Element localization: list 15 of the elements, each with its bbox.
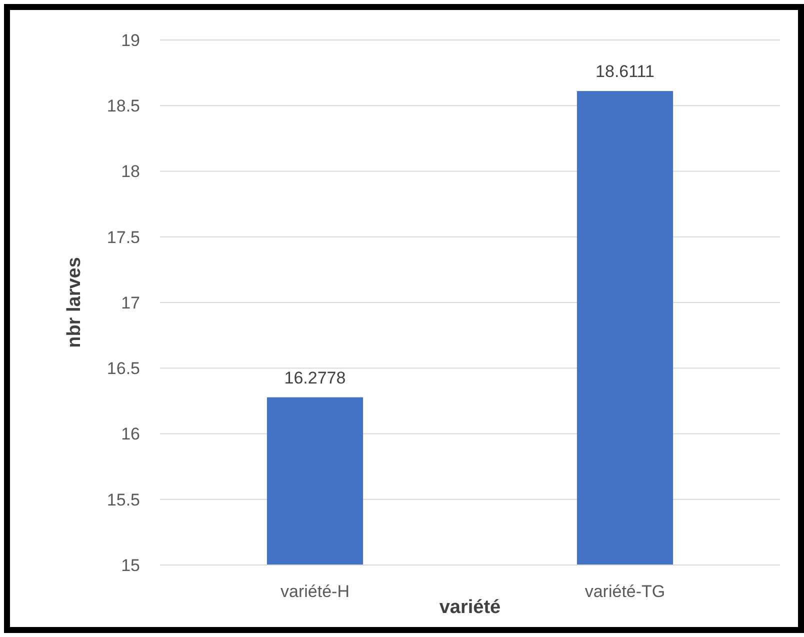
y-axis-title: nbr larves xyxy=(64,257,85,348)
data-label: 16.2778 xyxy=(284,368,346,388)
y-tick-label: 17.5 xyxy=(106,228,140,247)
y-tick-label: 16.5 xyxy=(106,359,140,378)
y-tick-label: 17 xyxy=(121,293,140,312)
x-axis-title: variété xyxy=(439,597,501,618)
y-tick-label: 18 xyxy=(121,162,140,182)
y-tick-label: 15.5 xyxy=(106,490,140,510)
y-tick-label: 19 xyxy=(121,30,140,50)
x-tick-label: variété-TG xyxy=(584,582,666,601)
y-tick-label: 18.5 xyxy=(106,96,140,116)
x-tick-label: variété-H xyxy=(280,582,350,601)
y-tick-label: 16 xyxy=(121,424,140,444)
data-label: 18.6111 xyxy=(596,62,654,82)
y-tick-label: 15 xyxy=(121,556,140,575)
